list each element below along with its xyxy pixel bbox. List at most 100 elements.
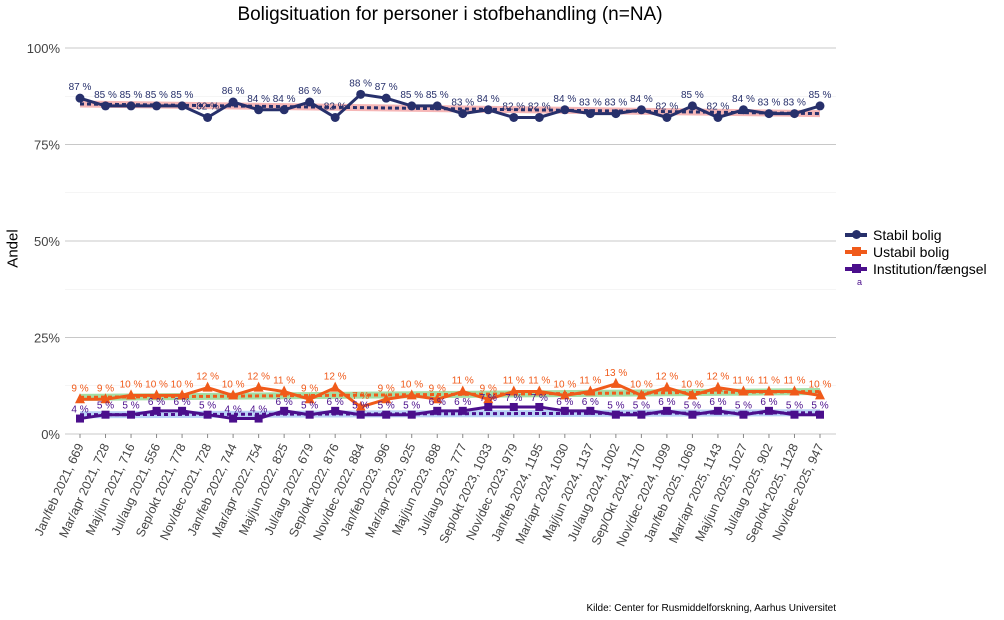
legend-item: Ustabil bolig: [845, 243, 987, 260]
data-label: 11 %: [579, 376, 601, 387]
data-point: [203, 410, 212, 419]
data-label: 11 %: [528, 376, 550, 387]
data-point: [305, 410, 314, 419]
data-label: 85 %: [809, 90, 832, 101]
y-tick-label: 100%: [27, 41, 61, 56]
trend-line: [79, 102, 821, 116]
data-point: [381, 93, 391, 103]
data-label: 11 %: [503, 376, 525, 387]
data-point: [738, 105, 748, 115]
data-point: [279, 385, 290, 396]
data-label: 7 %: [531, 393, 548, 404]
data-label: 5 %: [403, 401, 420, 412]
data-point: [407, 410, 416, 419]
data-point: [152, 101, 162, 111]
data-point: [610, 377, 621, 388]
data-point: [177, 101, 187, 111]
data-label: 7 %: [352, 391, 369, 402]
data-label: 82 %: [707, 101, 730, 112]
data-point: [483, 105, 493, 115]
data-label: 6 %: [276, 397, 293, 408]
data-label: 87 %: [69, 82, 92, 93]
data-point: [433, 406, 442, 415]
data-label: 84 %: [732, 94, 755, 105]
data-label: 12 %: [247, 372, 270, 383]
data-label: 10 %: [553, 379, 576, 390]
data-point: [815, 101, 825, 111]
data-point: [279, 105, 289, 115]
data-label: 82 %: [196, 101, 219, 112]
data-point: [763, 385, 774, 396]
data-label: 83 %: [604, 98, 627, 109]
legend-label: Institution/fængsel: [873, 260, 987, 277]
data-point: [356, 89, 366, 99]
data-point: [559, 389, 570, 400]
data-point: [688, 410, 697, 419]
legend-item: Institution/fængsel: [845, 260, 987, 277]
series-line: [79, 92, 821, 120]
data-point: [457, 385, 468, 396]
data-label: 84 %: [553, 94, 576, 105]
data-label: 9 %: [480, 383, 497, 394]
y-tick-label: 0%: [41, 427, 60, 442]
data-label: 9 %: [429, 383, 446, 394]
data-label: 12 %: [196, 372, 219, 383]
data-label: 10 %: [809, 379, 832, 390]
data-point: [713, 112, 723, 122]
data-label: 5 %: [786, 401, 803, 412]
data-point: [254, 414, 263, 423]
data-label: 10 %: [681, 379, 704, 390]
data-label: 83 %: [758, 98, 781, 109]
data-label: 10 %: [171, 379, 194, 390]
data-label: 5 %: [607, 401, 624, 412]
data-point: [662, 406, 671, 415]
data-point: [458, 109, 468, 119]
data-point: [712, 381, 723, 392]
data-point: [636, 389, 647, 400]
y-tick-label: 50%: [34, 234, 60, 249]
data-point: [534, 112, 544, 122]
data-label: 82 %: [655, 101, 678, 112]
data-label: 6 %: [556, 397, 573, 408]
data-label: 85 %: [94, 90, 117, 101]
data-point: [662, 112, 672, 122]
data-label: 5 %: [352, 401, 369, 412]
data-label: 10 %: [630, 379, 653, 390]
y-tick-label: 25%: [34, 331, 60, 346]
data-point: [764, 406, 773, 415]
data-point: [636, 105, 646, 115]
data-point: [100, 393, 111, 404]
data-point: [535, 402, 544, 411]
data-label: 82 %: [528, 101, 551, 112]
source-note: Kilde: Center for Rusmiddelforskning, Aa…: [586, 603, 836, 614]
data-point: [585, 385, 596, 396]
data-point: [611, 109, 621, 119]
data-point: [713, 406, 722, 415]
data-label: 10 %: [400, 379, 423, 390]
data-point: [177, 389, 188, 400]
data-point: [560, 105, 570, 115]
data-point: [764, 109, 774, 119]
data-label: 5 %: [301, 401, 318, 412]
data-label: 10 %: [120, 379, 143, 390]
legend: Stabil bolig Ustabil bolig Institution/fæn…: [845, 226, 987, 287]
data-label: 6 %: [582, 397, 599, 408]
chart-title: Boligsituation for personer i stofbehand…: [237, 4, 663, 25]
data-label: 12 %: [707, 372, 730, 383]
data-label: 85 %: [171, 90, 194, 101]
data-label: 10 %: [145, 379, 168, 390]
data-label: 86 %: [222, 86, 245, 97]
data-point: [228, 97, 238, 107]
data-label: 6 %: [327, 397, 344, 408]
data-point: [789, 109, 799, 119]
trend-line: [79, 390, 821, 399]
data-label: 9 %: [97, 383, 114, 394]
data-label: 85 %: [681, 90, 704, 101]
data-point: [509, 112, 519, 122]
data-label: 6 %: [148, 397, 165, 408]
data-point: [432, 393, 443, 404]
data-point: [586, 406, 595, 415]
data-label: 11 %: [783, 376, 805, 387]
legend-swatch: [845, 246, 867, 256]
